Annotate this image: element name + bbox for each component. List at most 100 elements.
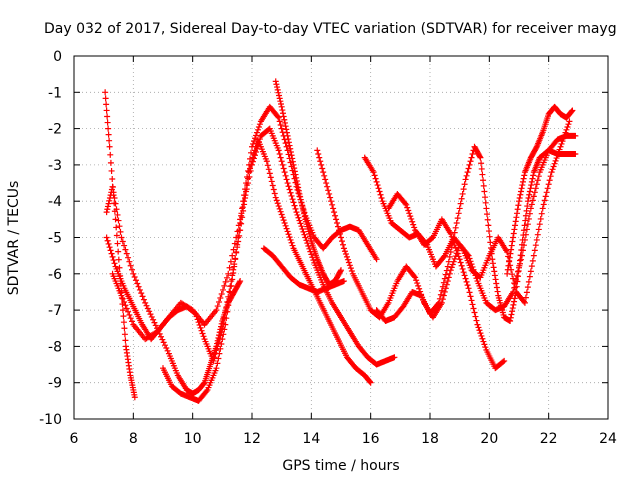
data-point-marker: [377, 191, 384, 198]
data-point-marker: [113, 232, 120, 239]
data-point-marker: [286, 142, 293, 149]
data-point-marker: [484, 216, 491, 223]
data-point-marker: [256, 121, 263, 128]
data-point-marker: [276, 205, 283, 212]
data-point-marker: [324, 183, 331, 190]
data-point-marker: [507, 314, 514, 321]
data-point-marker: [469, 151, 476, 158]
data-point-marker: [123, 305, 130, 312]
data-point-marker: [513, 283, 520, 290]
data-point-marker: [527, 205, 534, 212]
data-point-marker: [510, 275, 517, 282]
data-point-marker: [452, 244, 459, 251]
data-point-marker: [514, 210, 521, 217]
data-point-marker: [515, 267, 522, 274]
data-point-marker: [569, 107, 576, 114]
data-point-marker: [285, 231, 292, 238]
data-point-marker: [434, 301, 441, 308]
data-point-marker: [375, 185, 382, 192]
data-point-marker: [373, 256, 380, 263]
data-point-marker: [416, 285, 423, 292]
data-point-marker: [440, 292, 447, 299]
data-point-marker: [477, 154, 484, 161]
data-point-marker: [247, 155, 254, 162]
data-point-marker: [415, 282, 422, 289]
data-point-marker: [448, 233, 455, 240]
data-point-marker: [459, 190, 466, 197]
data-point-marker: [376, 188, 383, 195]
data-point-marker: [436, 295, 443, 302]
data-point-marker: [490, 264, 497, 271]
data-point-marker: [371, 172, 378, 179]
data-point-marker: [279, 161, 286, 168]
data-point-marker: [561, 132, 568, 139]
data-point-marker: [146, 308, 153, 315]
data-point-marker: [213, 347, 220, 354]
data-point-marker: [478, 160, 485, 167]
data-point-marker: [522, 217, 529, 224]
data-point-marker: [244, 174, 251, 180]
data-point-marker: [287, 236, 294, 243]
data-point-marker: [253, 145, 260, 152]
data-point-marker: [299, 226, 306, 233]
data-point-marker: [465, 285, 472, 292]
data-point-marker: [508, 246, 515, 253]
data-point-marker: [318, 161, 325, 168]
data-point-marker: [253, 129, 260, 136]
data-point-marker: [203, 388, 210, 395]
data-point-marker: [482, 194, 489, 201]
data-point-marker: [480, 338, 487, 345]
data-point-marker: [533, 144, 540, 151]
data-point-marker: [483, 205, 490, 212]
data-point-marker: [442, 271, 449, 278]
data-point-marker: [469, 301, 476, 308]
data-point-marker: [104, 113, 111, 120]
data-point-marker: [126, 311, 133, 318]
data-point-marker: [412, 274, 419, 281]
data-point-marker: [531, 247, 538, 254]
data-point-marker: [236, 279, 243, 286]
data-point-marker: [466, 161, 473, 168]
data-point-marker: [120, 319, 127, 326]
data-point-marker: [281, 116, 288, 123]
data-point-marker: [121, 331, 128, 338]
x-axis-label: GPS time / hours: [282, 458, 399, 474]
data-point-marker: [414, 280, 421, 287]
data-point-marker: [242, 186, 249, 193]
data-point-marker: [118, 292, 125, 299]
data-point-marker: [411, 273, 418, 280]
data-point-marker: [217, 345, 224, 352]
data-point-marker: [129, 318, 136, 325]
data-point-marker: [454, 250, 461, 257]
data-point-marker: [534, 177, 541, 184]
data-point-marker: [449, 236, 456, 243]
x-tick-label: 10: [184, 431, 202, 447]
data-point-marker: [342, 251, 349, 258]
data-point-marker: [224, 299, 231, 306]
data-point-marker: [524, 203, 531, 210]
data-point-marker: [516, 257, 523, 264]
data-point-marker: [291, 202, 298, 209]
data-point-marker: [220, 331, 227, 338]
data-point-marker: [274, 86, 281, 93]
data-point-marker: [443, 267, 450, 274]
data-point-marker: [326, 190, 333, 197]
data-point-marker: [284, 132, 291, 139]
data-point-marker: [249, 143, 255, 150]
data-point-marker: [292, 205, 299, 212]
series-arc-1: [102, 89, 138, 401]
data-point-marker: [315, 151, 322, 158]
data-point-marker: [524, 198, 531, 205]
data-point-marker: [276, 92, 283, 99]
data-point-marker: [107, 159, 114, 166]
data-point-marker: [231, 263, 238, 270]
data-point-marker: [103, 101, 110, 108]
data-point-marker: [331, 209, 338, 216]
data-point-marker: [279, 110, 286, 117]
data-point-marker: [227, 289, 234, 296]
data-point-marker: [325, 187, 332, 194]
data-point-marker: [560, 135, 567, 142]
data-point-marker: [317, 158, 324, 165]
data-point-marker: [440, 279, 447, 286]
data-point-marker: [277, 121, 284, 128]
